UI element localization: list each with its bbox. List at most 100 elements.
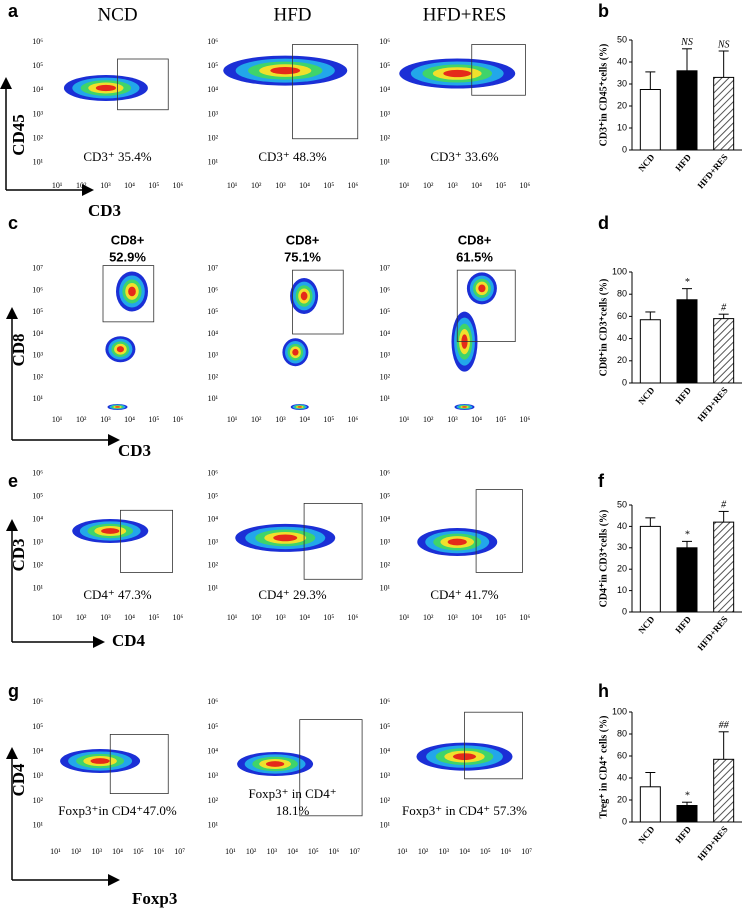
gate-label: CD4⁺ 29.3%	[258, 587, 326, 602]
x-tick-label: 10⁵	[133, 847, 144, 856]
x-tick-label: HFD+RES	[695, 152, 729, 190]
y-tick-label: 10⁶	[379, 697, 390, 706]
x-tick-label: 10¹	[52, 181, 63, 190]
y-tick-label: 10³	[380, 351, 391, 360]
bar	[713, 758, 735, 823]
y-tick-label: 10³	[33, 109, 44, 118]
group-title: HFD+RES	[423, 4, 507, 25]
density-blob	[90, 758, 110, 764]
significance-mark: ##	[719, 720, 730, 731]
significance-mark: #	[721, 302, 727, 313]
x-tick-label: 10¹	[52, 415, 63, 424]
y-tick-label: 30	[617, 78, 627, 88]
x-tick-label: HFD+RES	[695, 385, 729, 423]
gate-label: CD4⁺ 41.7%	[430, 587, 498, 602]
x-tick-label: 10³	[100, 415, 111, 424]
y-tick-label: 40	[617, 521, 627, 531]
y-tick-label: 10⁵	[32, 722, 43, 731]
x-tick-label: HFD	[673, 824, 693, 845]
gate-label: Foxp3⁺ in CD4⁺	[248, 786, 336, 801]
x-tick-label: 10⁴	[124, 415, 135, 424]
y-tick-label: 0	[622, 144, 627, 154]
x-tick-label: 10⁶	[501, 847, 512, 856]
x-tick-label: 10²	[76, 613, 87, 622]
gate-label: CD3⁺ 48.3%	[258, 149, 326, 164]
y-tick-label: 10¹	[33, 394, 44, 403]
x-tick-label: 10²	[76, 415, 87, 424]
y-tick-label: 10¹	[380, 158, 391, 167]
x-tick-label: 10²	[251, 415, 262, 424]
x-tick-label: 10¹	[227, 415, 238, 424]
y-tick-label: 10⁶	[379, 285, 390, 294]
x-tick-label: 10¹	[50, 847, 61, 856]
x-tick-label: 10⁵	[495, 181, 506, 190]
y-axis-label: CD3⁺in CD45⁺cells (%)	[598, 44, 609, 147]
y-tick-label: 30	[617, 542, 627, 552]
density-blob	[115, 406, 120, 408]
y-tick-label: 10³	[380, 771, 391, 780]
x-tick-label: 10⁶	[520, 613, 531, 622]
gate	[120, 509, 174, 573]
x-tick-label: 10²	[251, 613, 262, 622]
x-tick-label: 10¹	[399, 181, 410, 190]
significance-mark: *	[685, 790, 690, 801]
y-tick-label: 10⁵	[207, 307, 218, 316]
y-tick-label: 80	[617, 289, 627, 299]
y-tick-label: 10⁶	[32, 468, 43, 477]
significance-mark: NS	[717, 39, 730, 50]
y-tick-label: 10⁵	[379, 307, 390, 316]
y-tick-label: 10³	[33, 771, 44, 780]
x-tick-label: 10¹	[225, 847, 236, 856]
y-axis-label: Treg⁺ in CD4⁺ cells (%)	[598, 716, 609, 819]
y-tick-label: 10⁴	[379, 85, 390, 94]
y-tick-label: 40	[617, 772, 627, 782]
x-tick-label: 10¹	[52, 613, 63, 622]
y-tick-label: 10³	[208, 771, 219, 780]
group-title: HFD	[273, 4, 311, 25]
y-axis-label: CD3	[9, 538, 28, 571]
panel-letter: b	[598, 1, 609, 21]
x-tick-label: 10⁴	[299, 415, 310, 424]
x-tick-label: 10⁵	[323, 181, 334, 190]
x-tick-label: 10⁶	[348, 415, 359, 424]
y-tick-label: 10²	[208, 560, 219, 569]
y-tick-label: 10⁶	[379, 468, 390, 477]
bar	[676, 70, 698, 151]
y-tick-label: 0	[622, 606, 627, 616]
gate	[456, 269, 516, 343]
y-tick-label: 40	[617, 333, 627, 343]
y-tick-label: 10³	[33, 351, 44, 360]
gate-label: 52.9%	[109, 249, 146, 264]
density-blob	[116, 346, 124, 353]
panel-letter: f	[598, 471, 605, 491]
y-axis-label: CD8⁺in CD3⁺cells (%)	[598, 279, 609, 377]
x-tick-label: 10³	[267, 847, 278, 856]
gate	[303, 502, 363, 580]
y-tick-label: 10⁴	[207, 85, 218, 94]
y-tick-label: 0	[622, 816, 627, 826]
gate	[109, 734, 169, 795]
y-tick-label: 20	[617, 564, 627, 574]
panel-letter: e	[8, 471, 18, 491]
y-tick-label: 10⁵	[32, 491, 43, 500]
y-tick-label: 60	[617, 750, 627, 760]
y-tick-label: 10²	[380, 134, 391, 143]
x-tick-label: 10⁴	[124, 181, 135, 190]
gate-label: 18.1%	[276, 803, 310, 818]
x-tick-label: 10¹	[227, 613, 238, 622]
x-axis-label: CD3	[88, 201, 121, 220]
x-tick-label: 10⁶	[520, 415, 531, 424]
group-title: NCD	[97, 4, 137, 25]
x-tick-label: NCD	[636, 824, 657, 846]
density-blob	[270, 67, 301, 75]
y-axis-label: CD4	[9, 763, 28, 797]
bar	[713, 76, 735, 151]
y-tick-label: 10¹	[208, 394, 219, 403]
density-blob	[297, 406, 302, 408]
y-tick-label: 10	[617, 585, 627, 595]
density-blob	[101, 528, 120, 534]
y-tick-label: 10⁵	[379, 61, 390, 70]
y-tick-label: 20	[617, 794, 627, 804]
y-tick-label: 80	[617, 728, 627, 738]
x-tick-label: 10⁵	[480, 847, 491, 856]
